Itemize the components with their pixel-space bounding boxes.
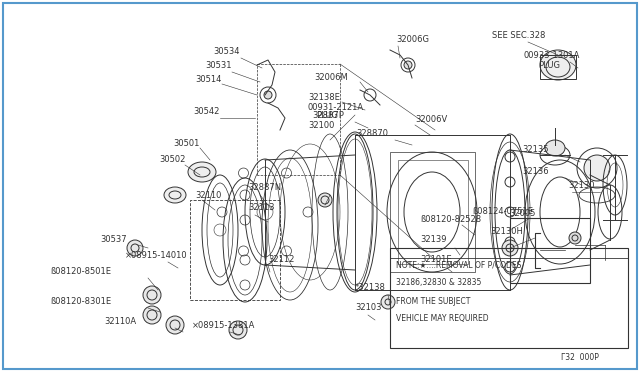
Text: PLUG: PLUG bbox=[316, 112, 338, 121]
Text: 32006M: 32006M bbox=[314, 73, 348, 81]
Text: ß08124-0751E: ß08124-0751E bbox=[472, 208, 533, 217]
Ellipse shape bbox=[264, 91, 272, 99]
Text: 32130H: 32130H bbox=[490, 228, 523, 237]
Ellipse shape bbox=[540, 50, 576, 80]
Text: ×08915-14010: ×08915-14010 bbox=[125, 250, 188, 260]
Text: 32110: 32110 bbox=[195, 190, 221, 199]
Ellipse shape bbox=[229, 321, 247, 339]
Text: 32103: 32103 bbox=[355, 304, 381, 312]
Text: Γ32  000Ρ: Γ32 000Ρ bbox=[561, 353, 599, 362]
Bar bbox=[390, 248, 628, 348]
Text: 32113: 32113 bbox=[248, 203, 275, 212]
Text: NOTE:★....REMOVAL OF P/CODES: NOTE:★....REMOVAL OF P/CODES bbox=[396, 260, 522, 269]
Text: ß08120-8501E: ß08120-8501E bbox=[50, 267, 111, 276]
Text: 30501: 30501 bbox=[173, 138, 200, 148]
Text: 32130: 32130 bbox=[568, 180, 595, 189]
Text: 00931-2121A: 00931-2121A bbox=[308, 103, 364, 112]
Text: ß08120-82528: ß08120-82528 bbox=[420, 215, 481, 224]
Text: 32101E: 32101E bbox=[420, 256, 452, 264]
Ellipse shape bbox=[569, 232, 581, 244]
Ellipse shape bbox=[318, 193, 332, 207]
Ellipse shape bbox=[127, 240, 143, 256]
Text: 32006G: 32006G bbox=[396, 35, 429, 45]
Ellipse shape bbox=[164, 187, 186, 203]
Bar bbox=[398, 160, 468, 264]
Ellipse shape bbox=[404, 61, 412, 69]
Text: ß08120-8301E: ß08120-8301E bbox=[50, 298, 111, 307]
Text: 32887N: 32887N bbox=[248, 183, 281, 192]
Text: 30502: 30502 bbox=[159, 154, 186, 164]
Bar bbox=[390, 152, 475, 272]
Text: 30542: 30542 bbox=[194, 108, 220, 116]
Text: FROM THE SUBJECT: FROM THE SUBJECT bbox=[396, 296, 470, 305]
Text: 30531: 30531 bbox=[205, 61, 232, 71]
Text: PLUG: PLUG bbox=[538, 61, 560, 70]
Ellipse shape bbox=[166, 316, 184, 334]
Ellipse shape bbox=[143, 286, 161, 304]
Text: 32887P: 32887P bbox=[312, 112, 344, 121]
Text: *32138: *32138 bbox=[355, 283, 386, 292]
Ellipse shape bbox=[143, 306, 161, 324]
Ellipse shape bbox=[502, 240, 518, 256]
Text: SEE SEC.328: SEE SEC.328 bbox=[492, 32, 545, 41]
Text: 328870: 328870 bbox=[356, 129, 388, 138]
Text: 32006V: 32006V bbox=[415, 115, 447, 124]
Text: VEHICLE MAY REQUIRED: VEHICLE MAY REQUIRED bbox=[396, 314, 488, 324]
Text: 32112: 32112 bbox=[268, 256, 294, 264]
Text: 00933-1301A: 00933-1301A bbox=[524, 51, 580, 60]
Text: 32138E: 32138E bbox=[308, 93, 340, 102]
Ellipse shape bbox=[545, 140, 565, 156]
Text: 32005: 32005 bbox=[509, 208, 535, 218]
Text: 30537: 30537 bbox=[100, 235, 127, 244]
Bar bbox=[510, 218, 590, 283]
Text: 30514: 30514 bbox=[196, 74, 222, 83]
Ellipse shape bbox=[381, 295, 395, 309]
Text: ×08915-1381A: ×08915-1381A bbox=[192, 321, 255, 330]
Text: 32100: 32100 bbox=[308, 121, 334, 129]
Bar bbox=[540, 55, 576, 79]
Text: 32110A: 32110A bbox=[104, 317, 136, 327]
Ellipse shape bbox=[584, 155, 610, 181]
Ellipse shape bbox=[188, 162, 216, 182]
Text: 32139: 32139 bbox=[420, 235, 447, 244]
Text: 32186,32830 & 32835: 32186,32830 & 32835 bbox=[396, 279, 481, 288]
Text: 32136: 32136 bbox=[522, 167, 548, 176]
Bar bbox=[190, 200, 280, 300]
Text: 30534: 30534 bbox=[214, 48, 240, 57]
Text: 32135: 32135 bbox=[522, 145, 548, 154]
FancyBboxPatch shape bbox=[3, 3, 637, 369]
